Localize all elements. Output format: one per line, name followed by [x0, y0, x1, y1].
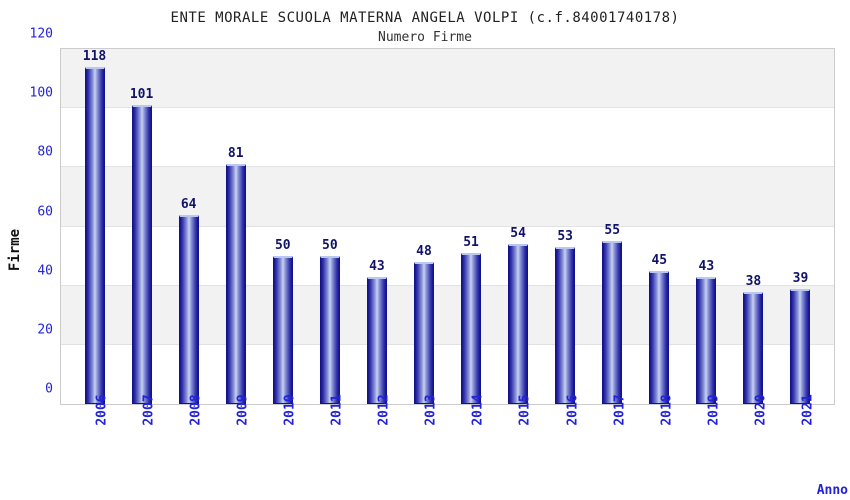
- bar-2007[interactable]: [132, 105, 152, 404]
- bar-2008[interactable]: [179, 215, 199, 404]
- bar-value-2013: 48: [416, 244, 432, 259]
- bar-col-2014: 51 2014: [456, 49, 486, 404]
- bar-value-2010: 50: [275, 238, 291, 253]
- bars-container: 118 2006 101 2007 64 2008 81 2009 50: [61, 49, 834, 404]
- bar-col-2011: 50 2011: [315, 49, 345, 404]
- bar-col-2019: 43 2019: [691, 49, 721, 404]
- xtick-2018: 2018: [659, 394, 674, 425]
- bar-2011[interactable]: [320, 256, 340, 404]
- bar-2016[interactable]: [555, 247, 575, 404]
- bar-col-2017: 55 2017: [597, 49, 627, 404]
- xtick-2016: 2016: [565, 394, 580, 425]
- x-axis-label: Anno: [817, 483, 848, 498]
- xtick-2006: 2006: [95, 394, 110, 425]
- bar-2013[interactable]: [414, 262, 434, 404]
- bar-col-2021: 39 2021: [785, 49, 815, 404]
- bar-col-2012: 43 2012: [362, 49, 392, 404]
- bar-value-2009: 81: [228, 146, 244, 161]
- bar-value-2017: 55: [604, 223, 620, 238]
- xtick-2008: 2008: [189, 394, 204, 425]
- bar-col-2007: 101 2007: [127, 49, 157, 404]
- xtick-2017: 2017: [612, 394, 627, 425]
- bar-2018[interactable]: [649, 271, 669, 404]
- bar-col-2015: 54 2015: [503, 49, 533, 404]
- bar-2021[interactable]: [790, 289, 810, 404]
- plot-area: 0 20 40 60 80 100 120 118 2006 101 2007 …: [60, 48, 835, 405]
- xtick-2019: 2019: [706, 394, 721, 425]
- ytick-120: 120: [30, 27, 53, 42]
- bar-col-2010: 50 2010: [268, 49, 298, 404]
- ytick-40: 40: [37, 263, 53, 278]
- bar-value-2015: 54: [510, 226, 526, 241]
- xtick-2020: 2020: [753, 394, 768, 425]
- bar-value-2014: 51: [463, 235, 479, 250]
- bar-2017[interactable]: [602, 241, 622, 404]
- xtick-2013: 2013: [424, 394, 439, 425]
- bar-col-2008: 64 2008: [174, 49, 204, 404]
- chart-container: ENTE MORALE SCUOLA MATERNA ANGELA VOLPI …: [0, 0, 850, 500]
- chart-title: ENTE MORALE SCUOLA MATERNA ANGELA VOLPI …: [0, 0, 850, 26]
- bar-value-2007: 101: [130, 87, 153, 102]
- bar-value-2011: 50: [322, 238, 338, 253]
- bar-value-2018: 45: [651, 253, 667, 268]
- y-axis-label: Firme: [7, 229, 23, 271]
- xtick-2007: 2007: [142, 394, 157, 425]
- bar-2006[interactable]: [85, 67, 105, 404]
- bar-value-2006: 118: [83, 49, 106, 64]
- xtick-2009: 2009: [236, 394, 251, 425]
- xtick-2012: 2012: [377, 394, 392, 425]
- bar-2014[interactable]: [461, 253, 481, 404]
- bar-value-2019: 43: [699, 259, 715, 274]
- bar-2009[interactable]: [226, 164, 246, 404]
- bar-2019[interactable]: [696, 277, 716, 404]
- xtick-2015: 2015: [518, 394, 533, 425]
- bar-col-2016: 53 2016: [550, 49, 580, 404]
- bar-2015[interactable]: [508, 244, 528, 404]
- xtick-2010: 2010: [283, 394, 298, 425]
- bar-col-2020: 38 2020: [738, 49, 768, 404]
- bar-value-2016: 53: [557, 229, 573, 244]
- bar-col-2006: 118 2006: [80, 49, 110, 404]
- xtick-2021: 2021: [800, 394, 815, 425]
- ytick-80: 80: [37, 145, 53, 160]
- xtick-2014: 2014: [471, 394, 486, 425]
- bar-col-2013: 48 2013: [409, 49, 439, 404]
- bar-col-2018: 45 2018: [644, 49, 674, 404]
- ytick-20: 20: [37, 322, 53, 337]
- bar-col-2009: 81 2009: [221, 49, 251, 404]
- xtick-2011: 2011: [330, 394, 345, 425]
- ytick-100: 100: [30, 86, 53, 101]
- bar-value-2020: 38: [746, 274, 762, 289]
- bar-value-2008: 64: [181, 197, 197, 212]
- bar-value-2012: 43: [369, 259, 385, 274]
- bar-2012[interactable]: [367, 277, 387, 404]
- bar-value-2021: 39: [793, 271, 809, 286]
- chart-subtitle: Numero Firme: [0, 30, 850, 45]
- bar-2010[interactable]: [273, 256, 293, 404]
- bar-2020[interactable]: [743, 292, 763, 404]
- ytick-0: 0: [45, 382, 53, 397]
- ytick-60: 60: [37, 204, 53, 219]
